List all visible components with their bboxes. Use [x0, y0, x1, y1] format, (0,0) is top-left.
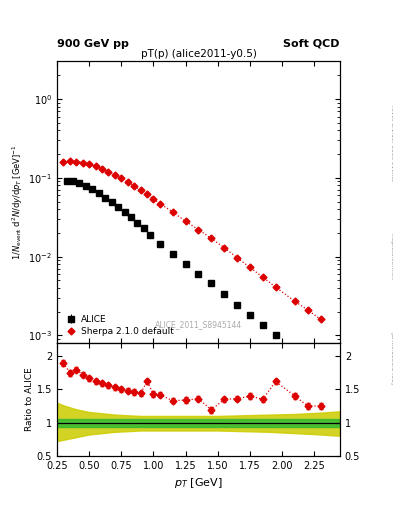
Text: ALICE_2011_S8945144: ALICE_2011_S8945144: [155, 320, 242, 329]
Y-axis label: $1/N_\mathrm{event}\;\mathrm{d}^2N/\mathrm{d}y/\mathrm{d}p_T\;[\mathrm{GeV}]^{-1: $1/N_\mathrm{event}\;\mathrm{d}^2N/\math…: [11, 144, 26, 260]
Text: mcplots.cern.ch: mcplots.cern.ch: [390, 232, 393, 280]
Legend: ALICE, Sherpa 2.1.0 default: ALICE, Sherpa 2.1.0 default: [61, 312, 177, 338]
Text: Rivet 3.1.10, 500k events: Rivet 3.1.10, 500k events: [390, 105, 393, 181]
Y-axis label: Ratio to ALICE: Ratio to ALICE: [25, 368, 34, 431]
X-axis label: $p_T$ [GeV]: $p_T$ [GeV]: [174, 476, 223, 490]
Text: 900 GeV pp: 900 GeV pp: [57, 38, 129, 49]
Text: Soft QCD: Soft QCD: [283, 38, 340, 49]
Text: [arXiv:1306.3436]: [arXiv:1306.3436]: [390, 332, 393, 385]
Title: pT(p) (alice2011-y0.5): pT(p) (alice2011-y0.5): [141, 49, 256, 59]
